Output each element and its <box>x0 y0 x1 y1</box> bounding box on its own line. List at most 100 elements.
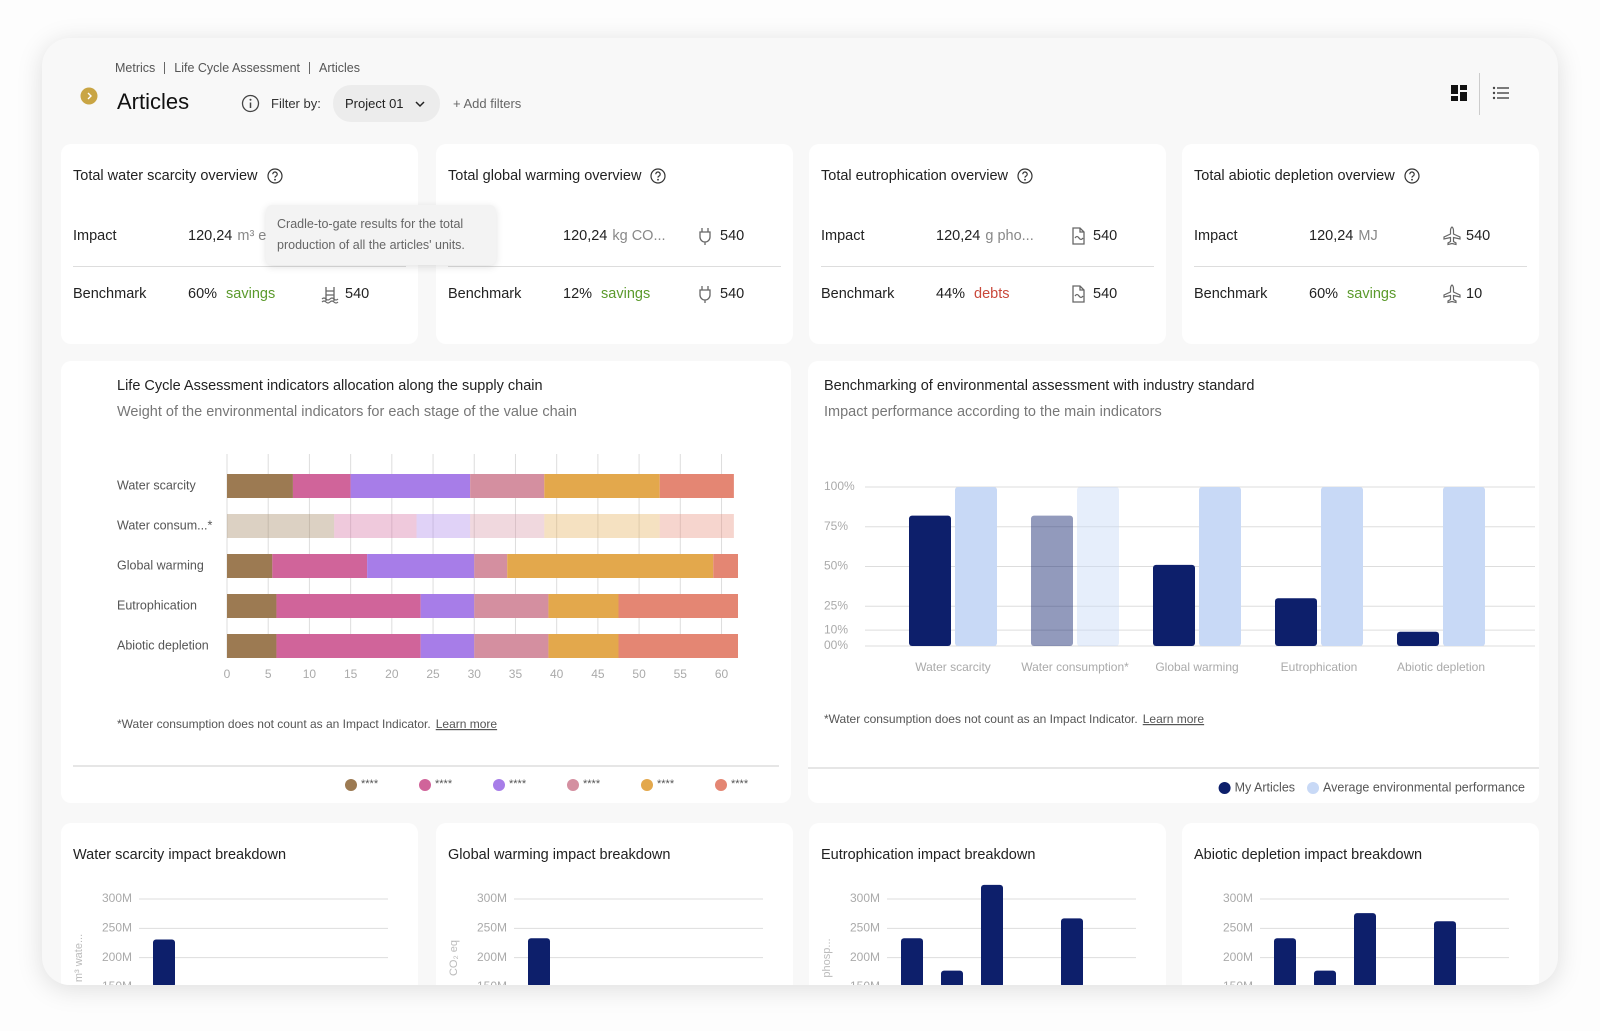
add-filters[interactable]: + Add filters <box>453 96 522 111</box>
card-title: Total global warming overview <box>448 168 667 184</box>
legend-swatch <box>493 779 505 791</box>
bar <box>1061 918 1083 985</box>
x-tick-label: Water consumption* <box>1021 660 1129 674</box>
help-icon[interactable] <box>1017 168 1033 184</box>
breadcrumb-item[interactable]: Articles <box>319 61 361 75</box>
grid-view-button[interactable] <box>1450 84 1468 102</box>
y-tick-label: Global warming <box>117 558 204 572</box>
bar-segment <box>544 514 660 538</box>
bar <box>981 884 1003 985</box>
y-tick-label: Water consum...* <box>117 518 213 532</box>
bar <box>1434 921 1456 985</box>
x-tick-label: Global warming <box>1155 660 1238 674</box>
row-value: 120,24 g pho... <box>936 228 1034 244</box>
impact-row: Impact 120,24 MJ 540 <box>1194 226 1527 248</box>
collapse-button[interactable] <box>80 87 98 105</box>
bar-segment <box>507 554 714 578</box>
bar-segment <box>713 554 738 578</box>
bar-segment <box>659 474 734 498</box>
chevron <box>415 101 425 108</box>
card-title-text: Total eutrophication overview <box>821 168 1008 184</box>
x-tick-label: 35 <box>509 667 523 681</box>
y-tick-label: Water scarcity <box>117 478 196 492</box>
bar <box>1354 913 1376 985</box>
bar-segment <box>292 474 351 498</box>
bar <box>1199 487 1241 646</box>
bar <box>941 970 963 985</box>
bar <box>1397 631 1439 646</box>
indicator-icon <box>1072 285 1085 303</box>
legend-swatch <box>715 779 727 791</box>
chart-panel: Abiotic depletion impact breakdown 300M 25… <box>1182 823 1539 985</box>
card-title: Total water scarcity overview <box>73 168 283 184</box>
chart-panel: Global warming impact breakdown 300M 250M 2… <box>436 823 793 985</box>
bar <box>1274 938 1296 985</box>
legend-swatch <box>641 779 653 791</box>
x-tick-label: 15 <box>344 667 358 681</box>
footnote-text: *Water consumption does not count as an … <box>117 717 431 731</box>
y-tick-label: 300M <box>850 891 880 905</box>
learn-more-link[interactable]: Learn more <box>1143 712 1205 726</box>
learn-more-link[interactable]: Learn more <box>436 717 498 731</box>
y-tick-label: 200M <box>477 950 507 964</box>
bar-segment <box>227 554 273 578</box>
divider <box>73 266 406 267</box>
footnote: *Water consumption does not count as an … <box>117 717 497 731</box>
chart-title: Life Cycle Assessment indicators allocat… <box>117 378 543 394</box>
breadcrumb-item[interactable]: Metrics <box>115 61 156 75</box>
count: 540 <box>720 228 745 244</box>
chart-svg: Global warming impact breakdown 300M 250M 2… <box>448 847 763 985</box>
y-tick-label: 200M <box>850 950 880 964</box>
row-value: 60% savings <box>188 286 275 302</box>
page-title: Articles <box>117 89 190 114</box>
bar-segment <box>334 514 417 538</box>
y-tick-label: 250M <box>102 921 132 935</box>
bar <box>1443 487 1485 646</box>
row-value: 60% savings <box>1309 286 1396 302</box>
bar-segment <box>474 554 508 578</box>
overview-card: Total water scarcity overview Impact 120,2… <box>61 144 418 344</box>
y-axis-label: m³ wate... <box>73 934 85 982</box>
chart-svg: Life Cycle Assessment indicators allocat… <box>73 378 779 791</box>
chart-title: Global warming impact breakdown <box>448 847 670 863</box>
bar <box>1314 970 1336 985</box>
row-value: 120,24 MJ <box>1309 228 1378 244</box>
x-tick-label: 30 <box>468 667 482 681</box>
y-tick-label: 300M <box>102 891 132 905</box>
bar <box>1031 515 1073 646</box>
help-icon[interactable] <box>650 168 667 184</box>
status: savings <box>601 286 651 302</box>
bar-segment <box>276 594 421 618</box>
bar-segment <box>420 634 475 658</box>
help-icon[interactable] <box>266 168 283 184</box>
row-label: Impact <box>1194 228 1238 244</box>
indicator-icon <box>699 286 711 303</box>
value: 120,24 <box>188 228 233 244</box>
unit: kg CO... <box>612 228 666 244</box>
filter-dropdown[interactable]: Project 01 <box>333 85 440 122</box>
card-title-text: Total abiotic depletion overview <box>1194 168 1395 184</box>
bar-segment <box>470 474 545 498</box>
benchmark-row: Benchmark 12% savings 540 <box>448 286 781 306</box>
y-tick-label: Abiotic depletion <box>117 638 209 652</box>
value: 44% <box>936 286 966 302</box>
count: 540 <box>345 286 370 302</box>
legend-label: **** <box>509 778 527 790</box>
value: 120,24 <box>563 228 608 244</box>
info-icon[interactable] <box>241 94 260 113</box>
legend-label: **** <box>435 778 453 790</box>
help-icon[interactable] <box>1404 168 1420 184</box>
y-tick-label: 75% <box>824 519 848 533</box>
status: debts <box>974 286 1010 302</box>
tooltip: Cradle-to-gate results for the total pro… <box>266 205 496 265</box>
list-view-button[interactable] <box>1492 85 1510 101</box>
bar <box>1321 487 1363 646</box>
chart-subtitle: Impact performance according to the main… <box>824 404 1162 420</box>
legend-label: **** <box>657 778 675 790</box>
footnote-text: *Water consumption does not count as an … <box>824 712 1138 726</box>
breadcrumb-item[interactable]: Life Cycle Assessment <box>174 61 301 75</box>
chart-title: Benchmarking of environmental assessment… <box>824 378 1254 394</box>
chart-svg: Abiotic depletion impact breakdown 300M 25… <box>1194 847 1509 985</box>
